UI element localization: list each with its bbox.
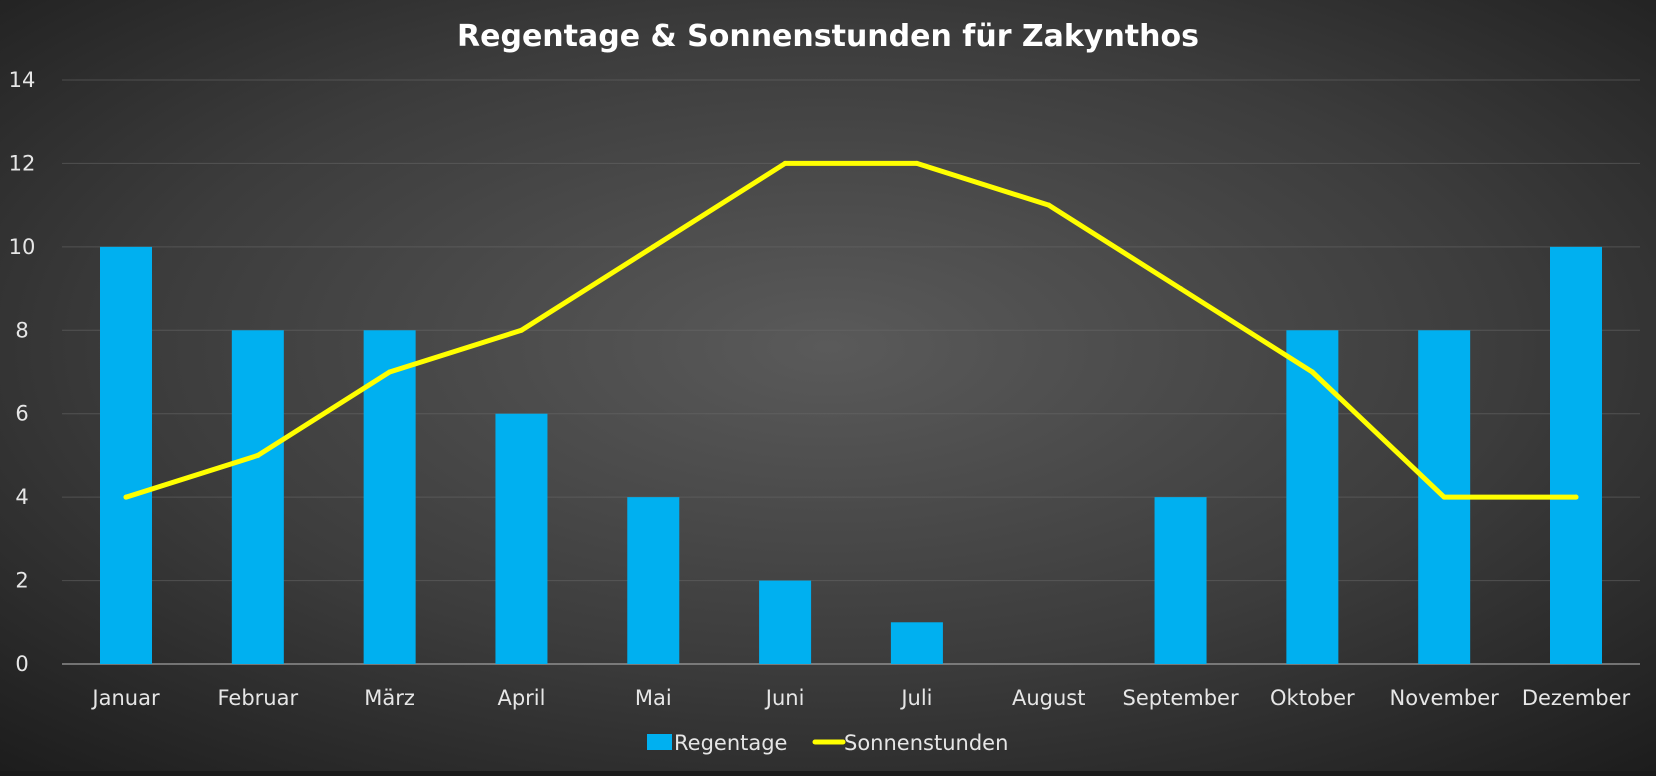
point-sonnenstunden-januar xyxy=(123,494,129,500)
point-sonnenstunden-mai xyxy=(650,244,656,250)
bar-regentage-juli xyxy=(890,622,943,664)
point-sonnenstunden-september xyxy=(1178,286,1184,292)
legend-swatch-regentage xyxy=(647,734,672,750)
bar-regentage-juni xyxy=(759,580,812,664)
y-tick-label: 10 xyxy=(9,235,36,259)
x-tick-label: Juli xyxy=(899,686,932,710)
x-tick-label: Mai xyxy=(635,686,672,710)
bar-series xyxy=(100,246,1602,664)
y-tick-label: 4 xyxy=(15,485,28,509)
bar-regentage-februar xyxy=(231,330,284,664)
bar-regentage-märz xyxy=(363,330,416,664)
y-tick-label: 14 xyxy=(9,68,36,92)
x-tick-label: April xyxy=(497,686,545,710)
point-sonnenstunden-juli xyxy=(914,160,920,166)
point-sonnenstunden-juni xyxy=(782,160,788,166)
point-sonnenstunden-dezember xyxy=(1573,494,1579,500)
point-sonnenstunden-oktober xyxy=(1309,369,1315,375)
x-tick-label: Februar xyxy=(217,686,298,710)
point-sonnenstunden-november xyxy=(1441,494,1447,500)
y-tick-label: 12 xyxy=(9,151,36,175)
x-tick-label: August xyxy=(1012,686,1086,710)
point-sonnenstunden-märz xyxy=(387,369,393,375)
x-tick-label: März xyxy=(364,686,415,710)
x-axis: Januar Februar März April Mai Juni Juli August S… xyxy=(90,686,1630,710)
line-sonnenstunden xyxy=(123,160,1579,500)
y-axis: 0 2 4 6 8 10 12 14 xyxy=(9,68,36,676)
x-tick-label: Dezember xyxy=(1522,686,1631,710)
x-tick-label: November xyxy=(1390,686,1500,710)
x-tick-label: Januar xyxy=(90,686,160,710)
y-tick-label: 6 xyxy=(15,402,28,426)
line-series xyxy=(123,160,1579,500)
y-tick-label: 0 xyxy=(15,652,28,676)
bar-regentage-januar xyxy=(100,246,152,664)
legend-label-sonnenstunden: Sonnenstunden xyxy=(844,731,1008,755)
bar-regentage-oktober xyxy=(1286,330,1339,664)
point-sonnenstunden-august xyxy=(1046,202,1052,208)
point-sonnenstunden-april xyxy=(518,327,524,333)
x-tick-label: Juni xyxy=(764,686,805,710)
y-tick-label: 2 xyxy=(15,569,28,593)
point-sonnenstunden-februar xyxy=(255,452,261,458)
bar-regentage-mai xyxy=(627,497,680,664)
bar-regentage-april xyxy=(495,413,548,664)
bar-regentage-dezember xyxy=(1550,246,1602,664)
x-tick-label: September xyxy=(1123,686,1239,710)
y-tick-label: 8 xyxy=(15,318,28,342)
legend-label-regentage: Regentage xyxy=(674,731,787,755)
x-tick-label: Oktober xyxy=(1270,686,1355,710)
bar-regentage-september xyxy=(1154,497,1207,664)
legend: Regentage Sonnenstunden xyxy=(647,731,1008,755)
chart-title: Regentage & Sonnenstunden für Zakynthos xyxy=(457,19,1199,54)
